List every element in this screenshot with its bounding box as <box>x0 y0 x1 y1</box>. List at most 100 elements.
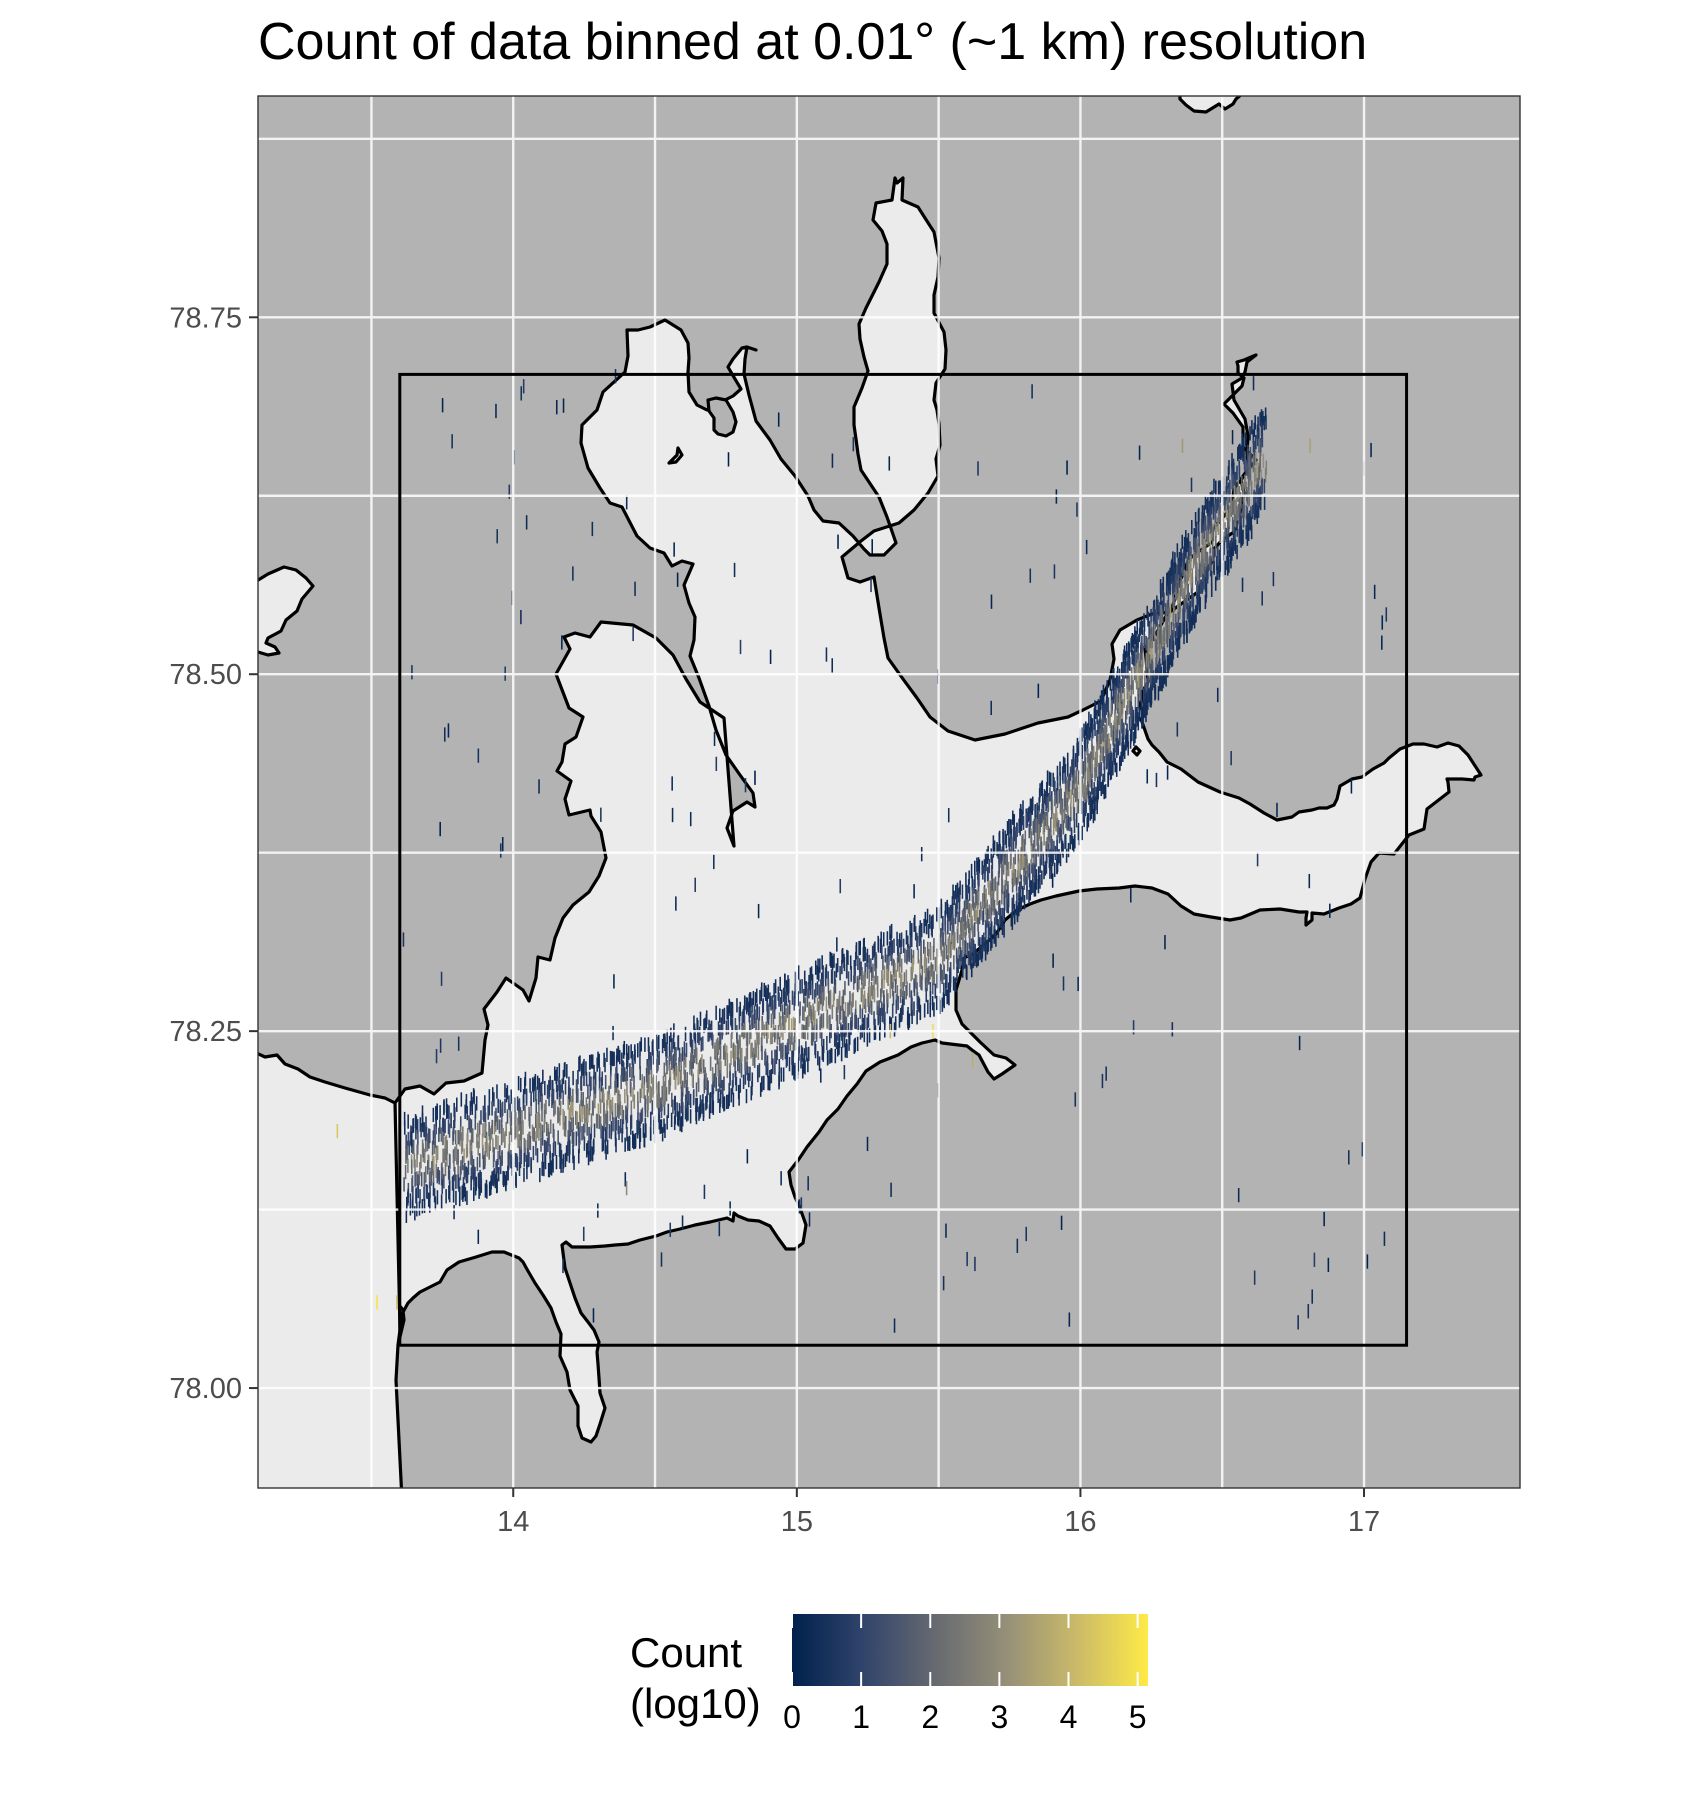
data-bin <box>1123 722 1125 737</box>
data-bin <box>942 930 944 946</box>
data-bin <box>719 1077 721 1093</box>
data-bin <box>860 961 862 976</box>
data-bin <box>1090 717 1093 732</box>
data-bin <box>699 1104 701 1119</box>
data-bin <box>480 1110 482 1125</box>
data-bin <box>803 1006 805 1021</box>
data-bin <box>1186 575 1188 590</box>
data-bin <box>1130 636 1133 651</box>
data-bin <box>849 991 851 1006</box>
data-bin <box>751 1014 754 1030</box>
data-bin <box>746 1149 749 1164</box>
data-bin <box>1118 697 1121 712</box>
data-bin <box>501 1151 503 1166</box>
data-bin <box>1166 629 1169 645</box>
data-bin <box>973 879 975 894</box>
data-bin <box>1181 562 1184 577</box>
data-bin <box>953 890 955 905</box>
data-bin <box>997 923 1000 939</box>
data-bin <box>883 1003 886 1018</box>
data-bin <box>811 1012 814 1027</box>
data-bin <box>1035 852 1038 867</box>
data-bin <box>930 962 933 977</box>
data-bin <box>1203 538 1205 553</box>
data-bin <box>1232 520 1235 535</box>
data-bin <box>1040 841 1043 856</box>
data-bin <box>1235 497 1238 513</box>
data-bin <box>643 1084 645 1099</box>
data-bin <box>1046 837 1048 852</box>
data-bin <box>925 920 928 935</box>
data-bin <box>664 1036 666 1051</box>
data-bin <box>749 1003 751 1018</box>
data-bin <box>805 981 808 996</box>
data-bin <box>1231 537 1233 553</box>
data-bin <box>754 1039 756 1055</box>
data-bin <box>1064 834 1066 850</box>
data-bin <box>616 1064 618 1079</box>
data-bin <box>1112 747 1115 762</box>
data-bin <box>1088 726 1091 741</box>
data-bin <box>900 939 902 954</box>
data-bin <box>1142 712 1144 727</box>
data-bin <box>504 1098 506 1114</box>
data-bin <box>1185 537 1188 553</box>
data-bin <box>652 1083 654 1098</box>
data-bin <box>462 1187 464 1202</box>
data-bin <box>804 997 806 1012</box>
data-bin <box>711 1031 714 1046</box>
data-bin <box>811 1031 814 1046</box>
data-bin <box>737 1047 740 1062</box>
data-bin <box>1237 1187 1240 1203</box>
data-bin <box>662 1075 665 1091</box>
data-bin <box>1114 712 1116 728</box>
data-bin <box>847 1002 849 1017</box>
data-bin <box>1147 695 1149 710</box>
data-bin <box>1100 729 1102 744</box>
data-bin <box>1102 684 1105 700</box>
data-bin <box>423 1122 425 1137</box>
data-bin <box>760 1037 763 1052</box>
data-bin <box>538 1126 540 1141</box>
data-bin <box>1208 556 1211 571</box>
data-bin <box>975 890 978 905</box>
data-bin <box>1214 503 1216 518</box>
data-bin <box>1226 503 1228 518</box>
data-bin <box>618 1104 620 1119</box>
data-bin <box>535 1113 537 1128</box>
data-bin <box>1225 478 1228 493</box>
data-bin <box>581 1126 583 1141</box>
data-bin <box>443 1174 445 1189</box>
data-bin <box>840 1047 843 1062</box>
data-bin <box>1023 867 1025 882</box>
data-bin <box>747 1066 749 1081</box>
data-bin <box>1227 533 1230 549</box>
data-bin <box>527 1143 530 1158</box>
data-bin <box>1260 469 1263 484</box>
data-bin <box>1037 810 1040 825</box>
data-bin <box>634 581 636 596</box>
data-bin <box>1077 770 1080 785</box>
data-bin <box>1106 733 1109 749</box>
data-bin <box>1109 756 1112 771</box>
data-bin <box>491 1171 493 1186</box>
data-bin <box>1006 889 1008 904</box>
data-bin <box>719 1045 722 1060</box>
data-bin <box>1054 780 1056 796</box>
data-bin <box>1218 508 1220 523</box>
data-bin <box>757 1033 759 1048</box>
data-bin <box>505 1121 507 1137</box>
data-bin <box>783 1000 786 1016</box>
data-bin <box>1043 864 1045 880</box>
data-bin <box>523 1152 526 1167</box>
data-bin <box>804 1060 806 1075</box>
data-bin <box>1240 515 1242 530</box>
data-bin <box>522 1089 525 1104</box>
data-bin <box>424 1137 427 1153</box>
data-bin <box>952 976 955 991</box>
data-bin <box>913 981 916 996</box>
data-bin <box>1242 529 1244 544</box>
data-bin <box>568 1148 571 1163</box>
data-bin <box>619 1049 621 1065</box>
data-bin <box>945 1223 947 1238</box>
